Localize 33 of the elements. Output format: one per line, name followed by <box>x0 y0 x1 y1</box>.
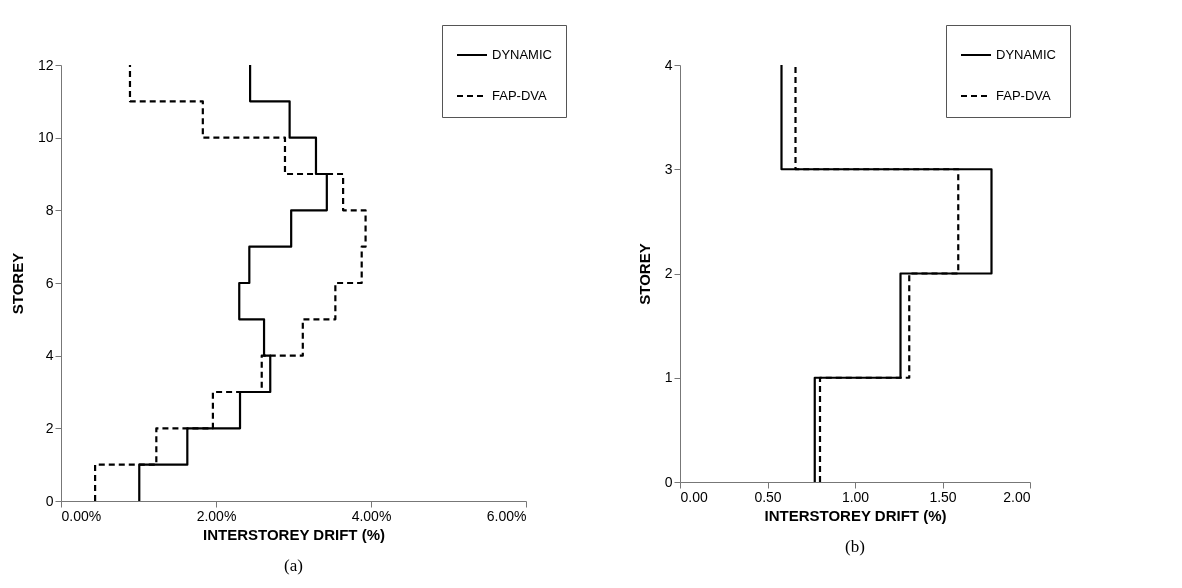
legend-label: DYNAMIC <box>996 47 1056 62</box>
x-axis-title: INTERSTOREY DRIFT (%) <box>203 525 385 543</box>
x-tick-label: 0.00% <box>61 507 102 524</box>
y-tick-label: 12 <box>37 56 54 73</box>
y-tick-label: 6 <box>45 274 54 291</box>
x-tick-label: 1.00 <box>841 488 870 505</box>
x-tick-label: 1.50 <box>929 488 957 505</box>
y-tick-label: 4 <box>45 347 54 364</box>
x-tick-label: 2.00 <box>1003 488 1031 505</box>
legend-label: FAP-DVA <box>492 88 547 103</box>
x-tick-label: 0.00 <box>680 488 708 505</box>
y-tick-label: 1 <box>664 369 673 386</box>
y-axis-title: STOREY <box>8 252 26 315</box>
x-axis-title: INTERSTOREY DRIFT (%) <box>764 506 947 524</box>
x-tick-label: 4.00% <box>351 507 392 524</box>
y-tick-label: 0 <box>45 492 54 509</box>
text: (b) <box>845 537 865 556</box>
y-tick-label: 8 <box>45 201 54 218</box>
y-axis-title: STOREY <box>635 243 653 305</box>
line-series <box>94 65 367 501</box>
text: (a) <box>284 556 303 575</box>
line-series <box>780 65 993 482</box>
legend-label: DYNAMIC <box>492 47 552 62</box>
y-tick-label: 3 <box>664 160 673 177</box>
x-tick-label: 0.50 <box>754 488 782 505</box>
x-tick-label: 6.00% <box>486 507 527 524</box>
y-tick-label: 2 <box>664 265 673 281</box>
y-tick-label: 0 <box>664 473 673 490</box>
y-tick-label: 2 <box>45 419 54 436</box>
y-tick-label: 10 <box>37 129 54 146</box>
legend-label: FAP-DVA <box>996 88 1051 103</box>
y-tick-label: 4 <box>664 56 673 73</box>
x-tick-label: 2.00% <box>196 507 237 524</box>
